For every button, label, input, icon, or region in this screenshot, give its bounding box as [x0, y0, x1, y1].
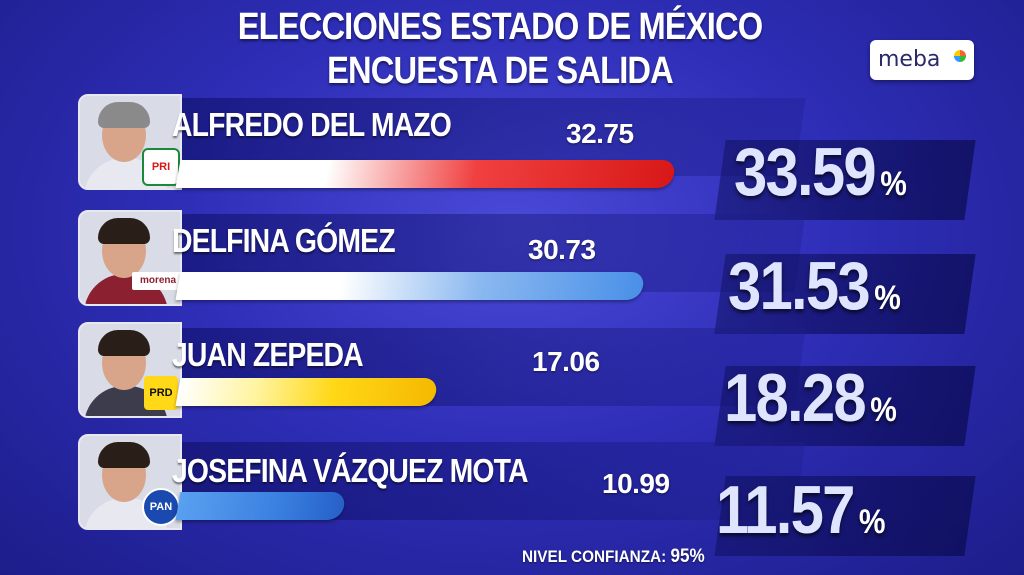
pri-logo-icon: PRI [142, 148, 180, 186]
logo-text: meba [878, 47, 941, 72]
value-label-1: 32.75 [566, 118, 634, 149]
confidence-level: NIVEL CONFIANZA: 95% [522, 546, 705, 568]
confidence-label: NIVEL CONFIANZA: [522, 547, 667, 566]
percent-label-3: 18.28% [724, 360, 897, 436]
percent-label-2: 31.53% [728, 248, 901, 324]
morena-logo-icon: morena [132, 272, 184, 290]
value-label-3: 17.06 [532, 346, 600, 377]
percent-label-1: 33.59% [734, 134, 907, 210]
prd-logo-icon: PRD [144, 376, 178, 410]
candidate-photo-2 [78, 210, 182, 306]
bar-delfina-gomez [175, 272, 646, 300]
candidate-name-3: JUAN ZEPEDA [172, 336, 364, 373]
bar-josefina-vazquez-mota [175, 492, 347, 520]
value-label-4: 10.99 [602, 468, 670, 499]
candidate-name-1: ALFREDO DEL MAZO [172, 106, 452, 143]
chart-title: ELECCIONES ESTADO DE MÉXICO [237, 6, 763, 48]
value-label-2: 30.73 [528, 234, 596, 265]
bar-alfredo-del-mazo [175, 160, 677, 188]
pan-logo-icon: PAN [142, 488, 180, 526]
candidate-photo-1 [78, 94, 182, 190]
confidence-value: 95% [670, 546, 705, 567]
candidate-name-4: JOSEFINA VÁZQUEZ MOTA [172, 452, 528, 489]
chart-subtitle: ENCUESTA DE SALIDA [327, 50, 674, 92]
bar-juan-zepeda [175, 378, 439, 406]
percent-label-4: 11.57% [716, 472, 886, 548]
candidate-name-2: DELFINA GÓMEZ [172, 222, 396, 259]
logo-mark-icon [954, 50, 966, 62]
meba-logo: meba [870, 40, 974, 80]
